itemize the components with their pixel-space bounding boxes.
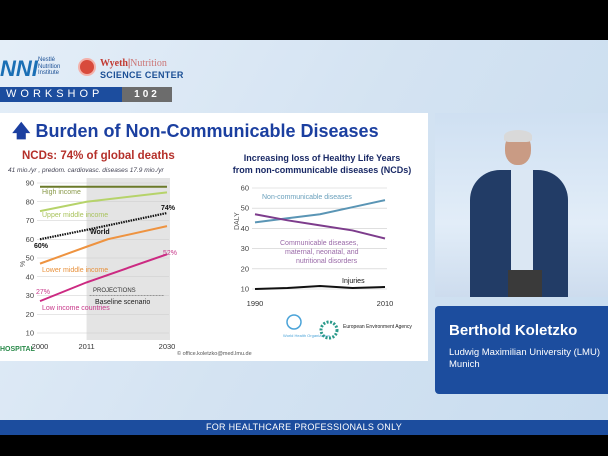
speaker-affiliation: Ludwig Maximilian University (LMU) Munich: [449, 347, 600, 370]
speaker-hair: [504, 130, 532, 142]
y-tick-label: 90: [26, 179, 34, 188]
label-ncd: Non-communicable diseases: [262, 194, 352, 201]
left-chart-title: NCDs: 74% of global deaths: [22, 150, 175, 162]
speaker-pants: [508, 270, 542, 297]
wyeth-seal-icon: [78, 58, 96, 76]
y-tick-label: 20: [241, 264, 249, 273]
presentation-slide: [0, 113, 428, 361]
right-chart-title: Increasing loss of Healthy Life Years fro…: [232, 153, 412, 175]
y-tick-label: 60: [26, 235, 34, 244]
y-tick-label: 10: [241, 285, 249, 294]
annot-60: 60%: [34, 243, 49, 250]
x-tick-label: 2010: [377, 299, 394, 308]
x-tick-label: 2000: [32, 342, 49, 351]
footer-banner: FOR HEALTHCARE PROFESSIONALS ONLY: [0, 420, 608, 435]
y-tick-label: 60: [241, 184, 249, 193]
y-axis-label: DALY: [234, 212, 241, 230]
right-chart: 10 20 30 40 50 60 1990 2010 DALY: [234, 184, 393, 309]
label-lower-middle: Lower middle income: [42, 267, 108, 274]
speaker-shirt: [511, 170, 533, 270]
y-tick-label: 50: [241, 204, 249, 213]
label-high-income: High income: [42, 189, 81, 196]
label-injuries: Injuries: [342, 278, 365, 285]
y-tick-label: 30: [26, 291, 34, 300]
science-center-label: SCIENCE CENTER: [100, 70, 184, 80]
nni-logo: NNI: [0, 56, 38, 81]
wyeth-logo: Wyeth|Nutrition: [100, 58, 167, 69]
label-communicable-1: Communicable diseases,: [280, 240, 358, 247]
eea-logo-icon: [319, 320, 339, 340]
projection-shade: [86, 178, 170, 340]
y-tick-label: 40: [241, 224, 249, 233]
label-communicable-2: maternal, neonatal, and: [285, 249, 359, 256]
who-label: World Health Organization: [283, 333, 330, 338]
projections-label: PROJECTIONS: [93, 288, 136, 294]
y-tick-label: 20: [26, 310, 34, 319]
speaker-card: [435, 306, 608, 394]
y-tick-label: 80: [26, 197, 34, 206]
series-line-upper-middle-income: [39, 191, 168, 213]
speaker-name: Berthold Koletzko: [449, 322, 578, 339]
label-world: World: [90, 229, 110, 236]
eea-label: European Environment Agency: [343, 324, 412, 330]
series-line-lower-middle-income: [39, 225, 168, 265]
slide-title: 🡅 Burden of Non-Communicable Diseases: [12, 121, 379, 141]
y-tick-label: 50: [26, 254, 34, 263]
who-logo: World Health Organization European Envir…: [283, 314, 412, 340]
left-chart-labels: High income Upper middle income World Lo…: [34, 189, 365, 312]
copyright: © office.koletzko@med.lmu.de: [177, 351, 252, 357]
label-upper-middle: Upper middle income: [42, 212, 108, 219]
annot-52: 52%: [163, 250, 177, 257]
y-tick-label: 70: [26, 216, 34, 225]
x-tick-label: 1990: [247, 299, 264, 308]
label-low-income: Low income countries: [42, 305, 110, 312]
workshop-number: 102: [122, 87, 172, 102]
who-logo-icon: [286, 314, 302, 330]
left-chart-subtitle: 41 mio./yr , predom. cardiovasc. disease…: [8, 167, 164, 174]
series-line-low-income-countries: [39, 253, 168, 303]
x-tick-label: 2030: [159, 342, 176, 351]
workshop-label: WORKSHOP: [0, 87, 122, 102]
annot-74: 74%: [161, 205, 176, 212]
y-tick-label: 10: [26, 329, 34, 338]
y-tick-label: 30: [241, 244, 249, 253]
x-tick-label: 2011: [78, 342, 94, 351]
series-line-world: [39, 211, 168, 241]
annot-27: 27%: [36, 289, 50, 296]
series-line-injuries: [254, 284, 386, 290]
hospital-logo: HOSPITAL: [0, 346, 35, 353]
series-line-non-communicable-diseases: [254, 199, 386, 224]
y-axis-label: %: [20, 261, 27, 267]
label-communicable-3: nutritional disorders: [296, 258, 358, 265]
nestle-logo-text: Nestlé Nutrition Institute: [38, 57, 61, 76]
baseline-label: Baseline scenario: [95, 299, 150, 306]
y-tick-label: 40: [26, 272, 34, 281]
series-line-communicable-diseases-maternal: [254, 213, 386, 240]
